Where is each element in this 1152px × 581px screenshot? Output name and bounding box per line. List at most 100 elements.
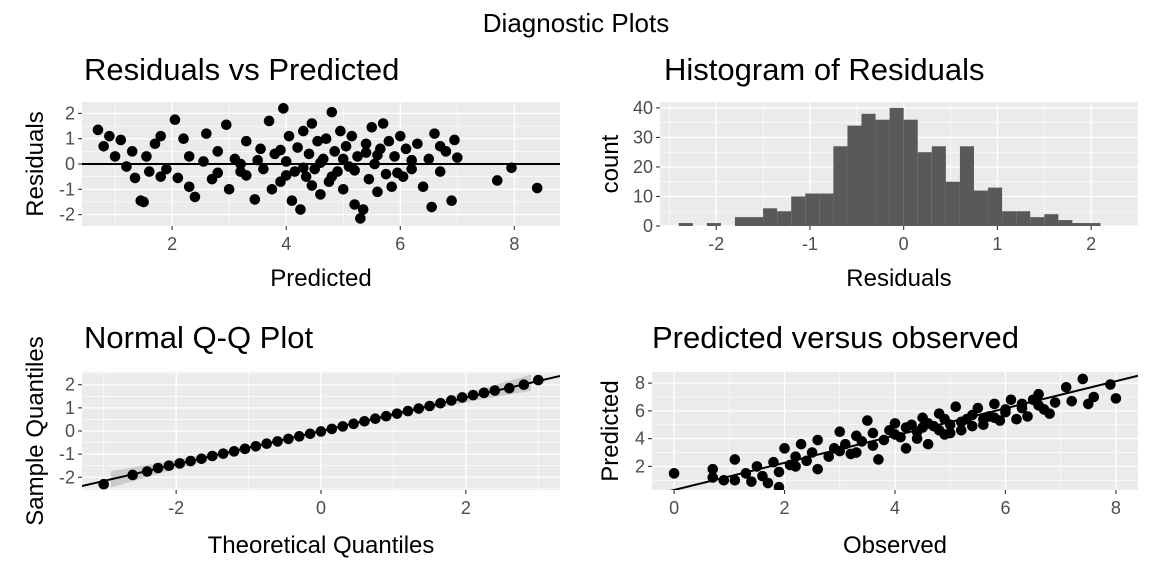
data-point bbox=[989, 398, 1000, 410]
data-point bbox=[212, 167, 224, 179]
y-axis-label: Residuals bbox=[22, 111, 49, 216]
data-point bbox=[355, 213, 366, 224]
data-point bbox=[357, 204, 369, 215]
data-point bbox=[315, 157, 326, 169]
data-point bbox=[389, 151, 400, 162]
data-point bbox=[141, 151, 152, 162]
data-point bbox=[266, 184, 278, 195]
data-point bbox=[1044, 408, 1055, 419]
histogram-bar bbox=[1044, 214, 1059, 226]
histogram-bar bbox=[875, 119, 890, 226]
y-axis-label: Predicted bbox=[597, 380, 624, 481]
data-point bbox=[446, 195, 457, 206]
data-point bbox=[235, 158, 246, 170]
data-point bbox=[337, 153, 349, 165]
x-tick-label: 2 bbox=[1086, 234, 1096, 254]
y-axis-label: Sample Quantiles bbox=[22, 336, 49, 525]
data-point bbox=[851, 447, 862, 458]
data-point bbox=[978, 413, 989, 425]
data-point bbox=[292, 142, 303, 153]
data-point bbox=[1088, 391, 1100, 403]
data-point bbox=[795, 438, 807, 450]
data-point bbox=[933, 425, 945, 436]
x-tick-label: 0 bbox=[316, 498, 326, 518]
data-point bbox=[372, 149, 383, 161]
data-point bbox=[386, 181, 398, 193]
data-point bbox=[198, 156, 209, 167]
figure-title: Diagnostic Plots bbox=[483, 8, 669, 38]
data-point bbox=[286, 195, 298, 206]
data-point bbox=[295, 204, 306, 215]
data-point bbox=[383, 135, 395, 147]
data-point bbox=[303, 148, 315, 160]
predicted-vs-observed-panel: 0 2 4 6 8 2 4 6 8 Predicted versus observed Observ… bbox=[597, 320, 1138, 559]
x-axis-label: Theoretical Quantiles bbox=[208, 532, 435, 559]
data-point bbox=[668, 468, 680, 479]
panel-title: Histogram of Residuals bbox=[664, 52, 984, 87]
x-tick-label: 2 bbox=[780, 498, 790, 518]
histogram-bar bbox=[973, 190, 989, 226]
data-point bbox=[812, 463, 823, 475]
histogram-bar bbox=[805, 193, 820, 226]
data-point bbox=[1060, 381, 1072, 393]
data-point bbox=[98, 140, 109, 152]
data-point bbox=[531, 182, 543, 194]
data-point bbox=[955, 425, 967, 436]
histogram-bar bbox=[1030, 217, 1045, 226]
data-point bbox=[1022, 411, 1033, 422]
residuals-vs-predicted-panel: 2 4 6 8 -2 -1 0 1 2 Residuals vs Predicted Predict… bbox=[22, 52, 560, 292]
histogram-bar bbox=[945, 181, 960, 226]
y-tick-label: 8 bbox=[635, 373, 645, 393]
data-point bbox=[900, 443, 912, 454]
data-point bbox=[169, 114, 181, 126]
data-point bbox=[1049, 397, 1061, 408]
data-point bbox=[115, 134, 127, 146]
histogram-bar bbox=[1002, 211, 1017, 226]
data-point bbox=[201, 128, 212, 139]
data-point bbox=[762, 477, 774, 489]
data-point bbox=[346, 130, 358, 142]
histogram-bar bbox=[847, 125, 862, 226]
data-point bbox=[92, 124, 104, 136]
data-point bbox=[423, 153, 435, 165]
data-point bbox=[172, 172, 184, 184]
data-point bbox=[449, 134, 460, 146]
data-point bbox=[377, 118, 389, 129]
data-point bbox=[240, 135, 252, 147]
data-point bbox=[823, 451, 835, 462]
data-point bbox=[862, 415, 873, 426]
data-point bbox=[746, 476, 757, 487]
panel-title: Normal Q-Q Plot bbox=[84, 320, 313, 355]
data-point bbox=[867, 440, 879, 451]
data-point bbox=[138, 196, 149, 208]
data-point bbox=[221, 119, 232, 131]
histogram-bar bbox=[959, 146, 974, 226]
x-tick-label: -2 bbox=[708, 234, 724, 254]
y-tick-label: -2 bbox=[59, 467, 75, 487]
data-point bbox=[249, 194, 261, 205]
histogram-bar bbox=[931, 146, 946, 226]
data-point bbox=[144, 166, 155, 177]
data-point bbox=[155, 130, 167, 142]
data-point bbox=[240, 170, 252, 181]
data-point bbox=[178, 133, 189, 144]
data-point bbox=[1033, 388, 1044, 400]
data-point bbox=[400, 143, 412, 155]
x-tick-label: 2 bbox=[461, 498, 471, 518]
data-point bbox=[889, 418, 901, 429]
data-point bbox=[161, 163, 172, 175]
data-point bbox=[289, 166, 301, 177]
data-point bbox=[306, 180, 318, 191]
histogram-bar bbox=[706, 223, 721, 226]
y-tick-label: -1 bbox=[59, 179, 75, 199]
histogram-bar bbox=[889, 107, 904, 226]
y-tick-label: 6 bbox=[635, 401, 645, 421]
histogram-bar bbox=[861, 113, 876, 226]
x-tick-label: 2 bbox=[167, 234, 177, 254]
data-point bbox=[315, 189, 326, 200]
data-point bbox=[183, 151, 195, 162]
data-point bbox=[773, 481, 785, 490]
data-point bbox=[1066, 395, 1078, 407]
data-point bbox=[911, 433, 923, 444]
